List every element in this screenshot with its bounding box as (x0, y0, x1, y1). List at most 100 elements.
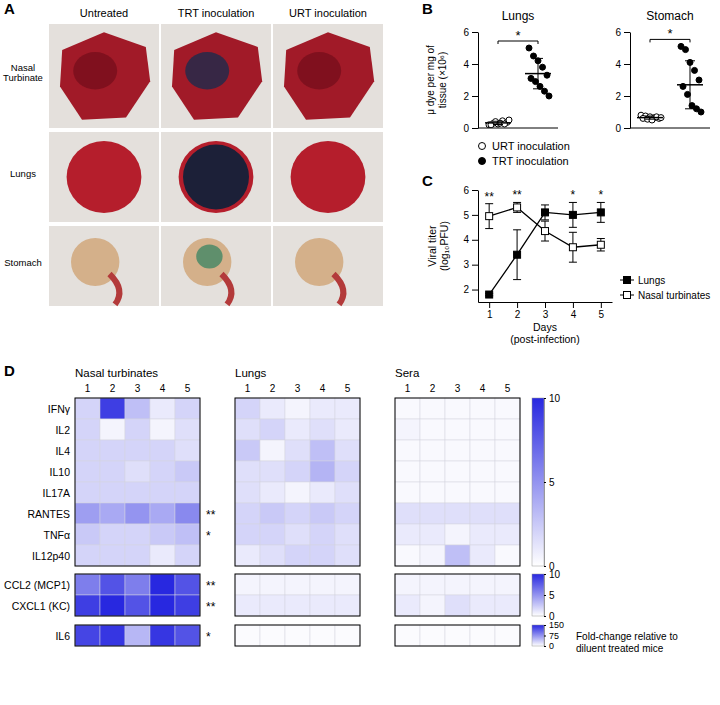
heatmap-cell (125, 461, 150, 482)
heatmap-cell (100, 524, 125, 545)
photo (273, 132, 383, 222)
photo (273, 24, 383, 128)
tick-mark (544, 646, 546, 647)
block-frame (235, 398, 360, 566)
heatmap-cell (445, 482, 470, 503)
heatmap-cell (395, 398, 420, 419)
tick: 2 (463, 91, 478, 102)
heatmap-cell (310, 625, 335, 646)
photo-tissue (172, 32, 262, 119)
tick-label: 75 (549, 631, 559, 641)
tick-mark (472, 32, 478, 33)
error-bar (541, 205, 549, 220)
data-point (486, 213, 493, 220)
photo-tissue (67, 141, 142, 213)
heatmap-cell (150, 419, 175, 440)
tick-mark (573, 302, 574, 308)
photo-tissue (284, 32, 374, 119)
significance: * (206, 630, 211, 644)
data-point (506, 117, 512, 123)
heatmap-cell (420, 625, 445, 646)
photo (49, 24, 159, 128)
heatmap-cell (420, 545, 445, 566)
heatmap-cell (470, 419, 495, 440)
label-line: diluent treated mice (576, 643, 664, 654)
heatmap-cell (75, 482, 100, 503)
row-label: Stomach (4, 257, 42, 268)
heatmap-cell (175, 419, 200, 440)
heatmap-cell (495, 625, 520, 646)
heatmap-cell (445, 503, 470, 524)
photo-tissue (73, 52, 117, 89)
photo-tissue (60, 32, 150, 119)
heatmap-cell (420, 524, 445, 545)
tick-mark (544, 574, 546, 575)
heatmap-cell (285, 482, 310, 503)
tick: 0 (463, 123, 478, 134)
heatmap-cell (335, 482, 360, 503)
heatmap-cell (445, 461, 470, 482)
axis-line (478, 191, 479, 303)
axis-line (544, 575, 545, 617)
row-label: TNFα (44, 529, 70, 541)
tick-mark (544, 636, 546, 637)
tick: 5 (599, 302, 605, 320)
column-label: 1 (85, 383, 91, 394)
heatmap-cell (495, 574, 520, 595)
photo-background (49, 24, 159, 128)
heatmap-cell (420, 595, 445, 616)
heatmap-block (235, 398, 360, 566)
panel-label: A (4, 0, 15, 17)
heatmap-cell (75, 503, 100, 524)
photo (161, 226, 271, 306)
column-label: 4 (320, 383, 326, 394)
heatmap-cell (150, 574, 175, 595)
heatmap-cell (395, 419, 420, 440)
photo-tissue (297, 52, 341, 89)
heatmap-cell (100, 398, 125, 419)
heatmap-cell (175, 398, 200, 419)
row-label: IL17A (43, 487, 70, 499)
panel-b: Bμ dye per mg oftissue (×10⁶)Lungs0246*S… (422, 0, 710, 167)
heatmap-cell (495, 524, 520, 545)
row-label: IL12p40 (32, 550, 70, 562)
data-point (486, 291, 493, 298)
series-line (489, 212, 601, 294)
data-point (526, 45, 532, 51)
x-axis-line (630, 128, 710, 129)
heatmap-cell (310, 419, 335, 440)
legend-marker (479, 158, 486, 165)
label-line: Days (533, 321, 557, 333)
axis: 075150 (544, 620, 564, 651)
tick-mark (472, 96, 478, 97)
heatmap-cell (125, 419, 150, 440)
heatmap-cell (235, 503, 260, 524)
tick-mark (545, 302, 546, 308)
heatmap-cell (420, 398, 445, 419)
block-frame (395, 625, 520, 646)
heatmap-cell (495, 545, 520, 566)
heatmap-cell (150, 461, 175, 482)
tick-label: 3 (463, 259, 469, 270)
panel-label: C (422, 172, 433, 189)
heatmap-cell (235, 545, 260, 566)
heatmap-cell (125, 398, 150, 419)
tick-mark (544, 566, 546, 567)
heatmap-cell (470, 398, 495, 419)
heatmap-cell (395, 595, 420, 616)
label-line: Fold-change relative to (576, 631, 678, 642)
heatmap-cell (75, 545, 100, 566)
axis: 0510 (544, 569, 561, 622)
tick-mark (544, 616, 546, 617)
block-frame (235, 625, 360, 646)
heatmap-cell (150, 503, 175, 524)
row-label: IL4 (55, 445, 70, 457)
column-label: 2 (430, 383, 436, 394)
axis-line (544, 399, 545, 567)
heatmap-cell (445, 625, 470, 646)
block-frame (75, 625, 200, 646)
heatmap-cell (100, 574, 125, 595)
block-frame (235, 574, 360, 616)
axis-line (630, 33, 631, 129)
tick-mark (544, 595, 546, 596)
